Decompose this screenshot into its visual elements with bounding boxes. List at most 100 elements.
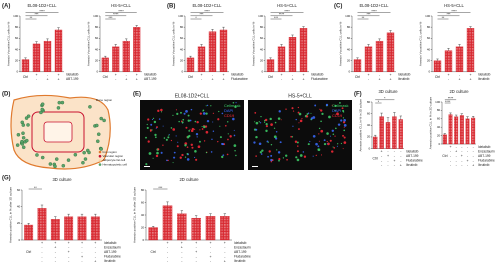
cell	[218, 110, 220, 113]
cell	[334, 104, 337, 107]
cell	[151, 118, 154, 121]
condition-mark: -	[181, 255, 183, 259]
cell	[227, 138, 229, 141]
y-tick-label: 0	[262, 70, 264, 74]
cell	[156, 151, 159, 155]
channel-label: DAPI	[332, 108, 341, 113]
bar	[148, 227, 158, 241]
cell	[180, 111, 182, 114]
bar	[465, 118, 470, 145]
cell	[221, 112, 224, 115]
bar	[266, 59, 275, 72]
significance-label: ***	[367, 13, 372, 17]
condition-mark: -	[196, 255, 198, 259]
x-tick-label: Ctrl	[151, 250, 157, 254]
y-tick-label: 100	[93, 14, 98, 18]
condition-mark: +	[302, 77, 304, 81]
cell	[201, 125, 203, 128]
cell	[335, 127, 337, 130]
cell	[190, 143, 193, 146]
cell	[195, 132, 199, 136]
condition-mark: -	[68, 255, 70, 259]
cell	[181, 153, 184, 157]
cell	[342, 117, 345, 119]
condition-mark: +	[455, 150, 457, 154]
condition-mark: +	[222, 77, 224, 81]
cell	[265, 125, 268, 128]
condition-mark: -	[292, 73, 294, 77]
cell	[222, 154, 225, 157]
condition-mark: -	[41, 259, 43, 263]
cell	[234, 150, 236, 152]
condition-mark: -	[167, 255, 169, 259]
cell	[233, 129, 235, 131]
condition-mark: -	[456, 154, 458, 158]
cell	[66, 158, 71, 162]
condition-mark: -	[450, 159, 452, 163]
condition-mark: -	[196, 259, 198, 263]
x-tick-label: Ctrl	[373, 156, 379, 160]
condition-mark: +	[136, 77, 138, 81]
cell	[329, 135, 331, 137]
cell	[153, 120, 157, 124]
cell	[314, 104, 317, 107]
condition-name: Ibrutinib	[398, 77, 410, 81]
y-tick-label: 20	[347, 58, 351, 62]
cell	[259, 122, 262, 124]
cell	[183, 112, 186, 115]
cell	[99, 147, 103, 151]
bar	[177, 213, 187, 241]
y-axis-label: Annexin V-positive CLL cells in %	[86, 21, 90, 66]
y-tick-label: 40	[141, 213, 145, 217]
cell	[182, 118, 185, 121]
cell	[147, 140, 150, 143]
cell	[298, 122, 300, 124]
condition-mark: +	[200, 73, 202, 77]
cell	[199, 112, 202, 115]
y-tick-label: 40	[15, 47, 19, 51]
condition-mark: -	[473, 145, 475, 149]
cell	[326, 132, 329, 135]
cell	[155, 154, 159, 158]
cell	[297, 111, 300, 114]
chart-title: 3D culture	[378, 89, 398, 94]
cell	[295, 156, 298, 159]
cell	[255, 121, 259, 125]
cell	[154, 133, 157, 137]
y-tick-label: 100	[435, 100, 440, 104]
condition-mark: +	[449, 145, 451, 149]
cell	[315, 154, 317, 157]
condition-mark: +	[393, 159, 395, 163]
y-tick-label: 20	[180, 58, 184, 62]
bar	[32, 43, 41, 72]
y-axis-label: Annexin positive CLL in % in 2D culture	[428, 96, 432, 149]
cell	[176, 112, 179, 116]
cell	[190, 108, 193, 111]
cell	[56, 106, 61, 110]
condition-name: Idelalisib	[144, 73, 157, 77]
condition-name: Idelalisib	[406, 149, 419, 153]
bar	[459, 115, 464, 145]
chart-title: 3D culture	[52, 177, 72, 182]
cell	[170, 127, 173, 129]
cell	[264, 118, 268, 122]
cell	[336, 112, 339, 116]
bar	[191, 217, 201, 241]
y-tick-label: 60	[180, 36, 184, 40]
condition-name: Idelalisib	[478, 73, 491, 77]
cell	[187, 114, 190, 117]
y-tick-label: 80	[437, 108, 441, 112]
cell	[167, 136, 170, 139]
condition-mark: +	[57, 77, 59, 81]
y-tick-label: 100	[178, 14, 183, 18]
y-tick-label: 60	[141, 200, 145, 204]
y-tick-label: 100	[345, 14, 350, 18]
bar	[50, 219, 60, 241]
image-title: EL08-1D2+CLL	[175, 93, 210, 99]
condition-mark: -	[181, 250, 183, 254]
cell	[337, 123, 341, 126]
condition-mark: +	[54, 246, 56, 250]
cell	[54, 157, 59, 161]
bar	[90, 216, 100, 241]
cell	[296, 141, 299, 144]
